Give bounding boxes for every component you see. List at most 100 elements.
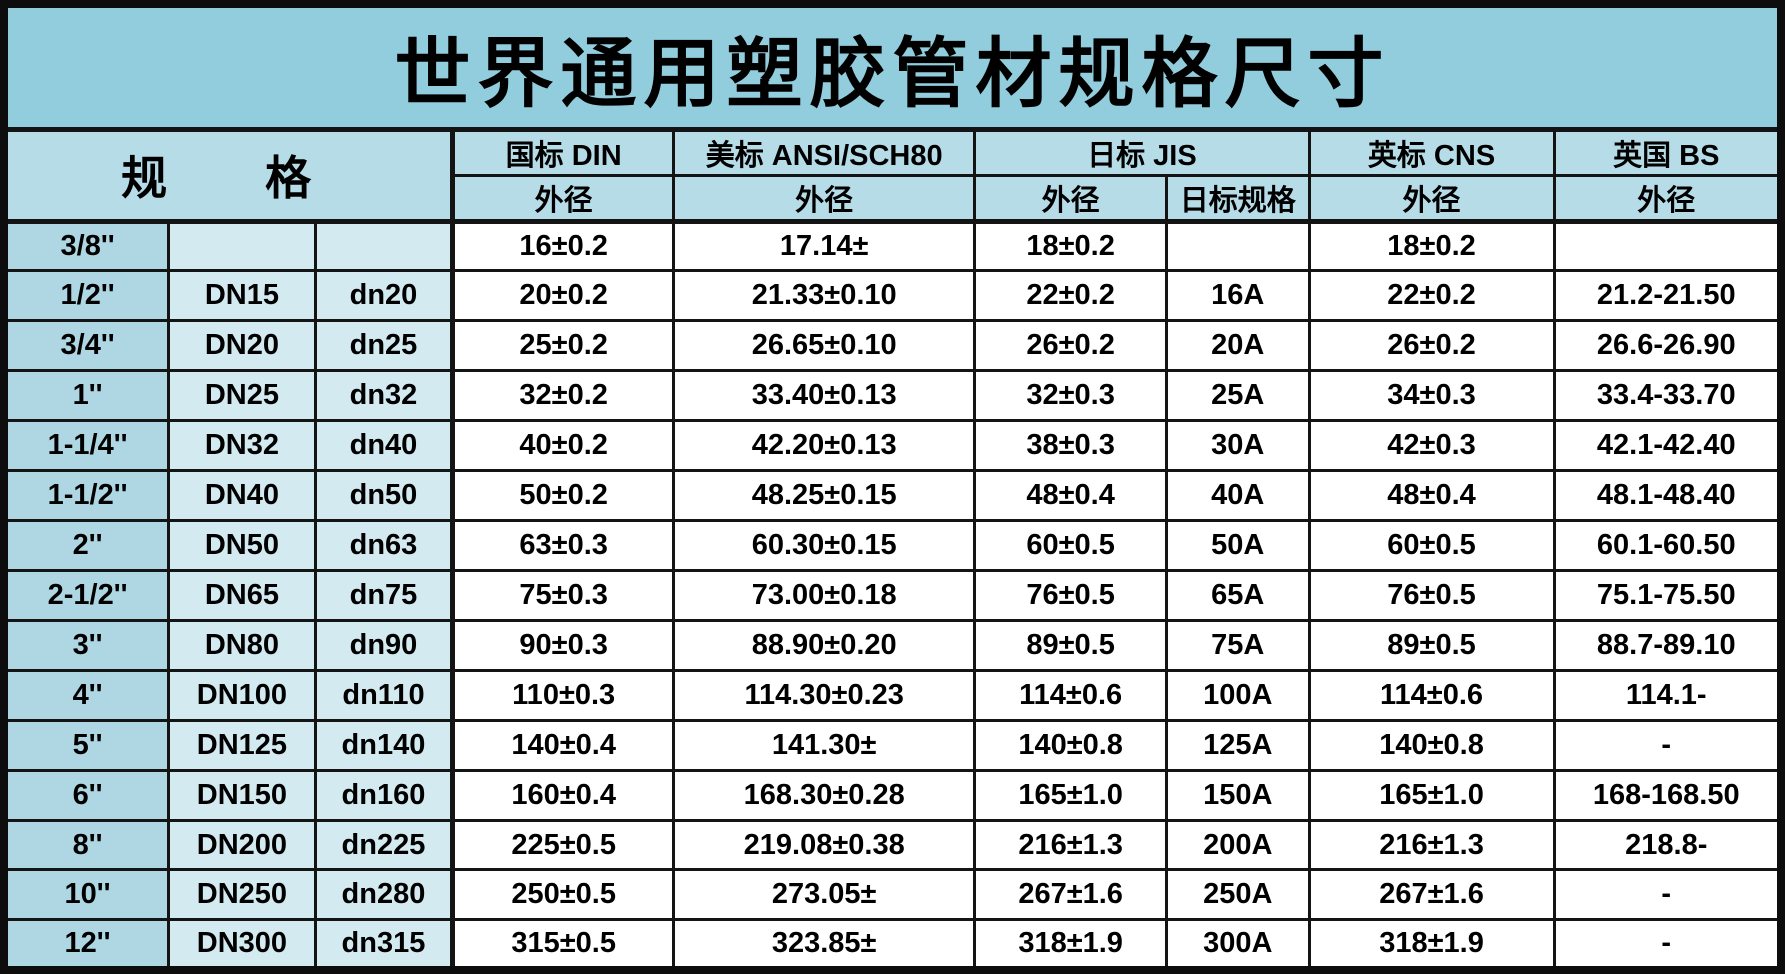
- cell-bs-od: -: [1552, 718, 1783, 772]
- cell-inch-size: 8'': [2, 818, 171, 872]
- cell-din-od: 32±0.2: [450, 369, 676, 423]
- page-title: 世界通用塑胶管材规格尺寸: [2, 2, 1783, 132]
- table-body: 3/8'' 16±0.2 17.14± 18±0.2 18±0.2 1/2'' …: [2, 219, 1783, 972]
- cell-cns-od: 34±0.3: [1307, 369, 1556, 423]
- group-header-jis: 日标 JIS: [973, 127, 1311, 177]
- cell-jis-spec: 25A: [1165, 369, 1311, 423]
- cell-ansi-od: 60.30±0.15: [672, 519, 977, 572]
- cell-cns-od: 216±1.3: [1307, 818, 1556, 872]
- cell-din-od: 110±0.3: [450, 668, 676, 722]
- cell-bs-od: -: [1552, 918, 1783, 972]
- cell-dn-metric: dn63: [313, 519, 455, 572]
- cell-cns-od: 48±0.4: [1307, 469, 1556, 523]
- cell-jis-od: 38±0.3: [973, 419, 1168, 473]
- cell-bs-od: 42.1-42.40: [1552, 419, 1783, 473]
- cell-jis-spec: 65A: [1165, 568, 1311, 622]
- cell-ansi-od: 42.20±0.13: [672, 419, 977, 473]
- cell-dn-size: DN200: [167, 818, 317, 872]
- cell-jis-od: 114±0.6: [973, 668, 1168, 722]
- cell-inch-size: 5'': [2, 718, 171, 772]
- cell-cns-od: 267±1.6: [1307, 868, 1556, 922]
- cell-bs-od: -: [1552, 868, 1783, 922]
- header-row-groups: 规 格 国标 DIN 美标 ANSI/SCH80 日标 JIS 英标 CNS 英…: [2, 127, 1783, 224]
- cell-dn-metric: dn110: [313, 668, 455, 722]
- cell-jis-spec: 250A: [1165, 868, 1311, 922]
- cell-din-od: 20±0.2: [450, 269, 676, 323]
- cell-jis-spec: 50A: [1165, 519, 1311, 572]
- cell-cns-od: 60±0.5: [1307, 519, 1556, 572]
- cell-inch-size: 4'': [2, 668, 171, 722]
- cell-dn-size: [167, 219, 317, 273]
- cell-din-od: 140±0.4: [450, 718, 676, 772]
- cell-cns-od: 89±0.5: [1307, 618, 1556, 672]
- cell-dn-size: DN150: [167, 768, 317, 822]
- cell-jis-od: 318±1.9: [973, 918, 1168, 972]
- cell-bs-od: 218.8-: [1552, 818, 1783, 872]
- cell-jis-od: 165±1.0: [973, 768, 1168, 822]
- cell-din-od: 75±0.3: [450, 568, 676, 622]
- table-row: 4'' DN100 dn110 110±0.3 114.30±0.23 114±…: [2, 668, 1783, 722]
- cell-din-od: 63±0.3: [450, 519, 676, 572]
- cell-inch-size: 12'': [2, 918, 171, 972]
- cell-din-od: 25±0.2: [450, 319, 676, 373]
- cell-jis-od: 22±0.2: [973, 269, 1168, 323]
- cell-dn-metric: dn280: [313, 868, 455, 922]
- header-row-subs: 外径 外径 外径 日标规格 外径 外径: [4, 173, 1783, 224]
- cell-jis-spec: 16A: [1165, 269, 1311, 323]
- cell-inch-size: 1'': [2, 369, 171, 423]
- cell-cns-od: 114±0.6: [1307, 668, 1556, 722]
- title-row: 世界通用塑胶管材规格尺寸: [2, 2, 1783, 132]
- cell-inch-size: 1-1/2'': [2, 469, 171, 523]
- cell-jis-spec: 30A: [1165, 419, 1311, 473]
- cell-din-od: 90±0.3: [450, 618, 676, 672]
- sub-header-cns-od: 外径: [1307, 173, 1556, 224]
- cell-dn-size: DN50: [167, 519, 317, 572]
- table-row: 3'' DN80 dn90 90±0.3 88.90±0.20 89±0.5 7…: [2, 618, 1783, 672]
- cell-dn-size: DN32: [167, 419, 317, 473]
- cell-dn-metric: dn50: [313, 469, 455, 523]
- cell-dn-size: DN300: [167, 918, 317, 972]
- sub-header-jis-od: 外径: [973, 173, 1168, 224]
- cell-ansi-od: 141.30±: [672, 718, 977, 772]
- cell-bs-od: 75.1-75.50: [1552, 568, 1783, 622]
- cell-dn-size: DN65: [167, 568, 317, 622]
- cell-jis-od: 76±0.5: [973, 568, 1168, 622]
- cell-dn-size: DN25: [167, 369, 317, 423]
- cell-ansi-od: 323.85±: [672, 918, 977, 972]
- group-header-cns: 英标 CNS: [1307, 127, 1556, 177]
- cell-jis-od: 267±1.6: [973, 868, 1168, 922]
- cell-jis-spec: 150A: [1165, 768, 1311, 822]
- cell-inch-size: 10'': [2, 868, 171, 922]
- table-row: 2-1/2'' DN65 dn75 75±0.3 73.00±0.18 76±0…: [2, 568, 1783, 622]
- cell-dn-metric: dn40: [313, 419, 455, 473]
- cell-jis-spec: 20A: [1165, 319, 1311, 373]
- cell-ansi-od: 219.08±0.38: [672, 818, 977, 872]
- sub-header-bs-od: 外径: [1552, 173, 1783, 224]
- cell-bs-od: 88.7-89.10: [1552, 618, 1783, 672]
- cell-inch-size: 3'': [2, 618, 171, 672]
- cell-dn-metric: dn25: [313, 319, 455, 373]
- cell-jis-od: 32±0.3: [973, 369, 1168, 423]
- cell-bs-od: 168-168.50: [1552, 768, 1783, 822]
- cell-jis-od: 26±0.2: [973, 319, 1168, 373]
- cell-ansi-od: 33.40±0.13: [672, 369, 977, 423]
- cell-jis-od: 18±0.2: [973, 219, 1168, 273]
- cell-jis-spec: 200A: [1165, 818, 1311, 872]
- cell-dn-metric: dn75: [313, 568, 455, 622]
- group-header-ansi: 美标 ANSI/SCH80: [672, 127, 977, 177]
- cell-cns-od: 165±1.0: [1307, 768, 1556, 822]
- cell-dn-metric: dn160: [313, 768, 455, 822]
- sub-header-ansi-od: 外径: [672, 173, 977, 224]
- cell-jis-spec: [1165, 219, 1311, 273]
- cell-ansi-od: 88.90±0.20: [672, 618, 977, 672]
- cell-bs-od: 26.6-26.90: [1552, 319, 1783, 373]
- spec-group-header: 规 格: [2, 127, 455, 224]
- cell-jis-od: 48±0.4: [973, 469, 1168, 523]
- cell-cns-od: 22±0.2: [1307, 269, 1556, 323]
- table-row: 6'' DN150 dn160 160±0.4 168.30±0.28 165±…: [2, 768, 1783, 822]
- table-row: 3/8'' 16±0.2 17.14± 18±0.2 18±0.2: [2, 219, 1783, 273]
- table-row: 8'' DN200 dn225 225±0.5 219.08±0.38 216±…: [2, 818, 1783, 872]
- cell-jis-od: 89±0.5: [973, 618, 1168, 672]
- cell-ansi-od: 26.65±0.10: [672, 319, 977, 373]
